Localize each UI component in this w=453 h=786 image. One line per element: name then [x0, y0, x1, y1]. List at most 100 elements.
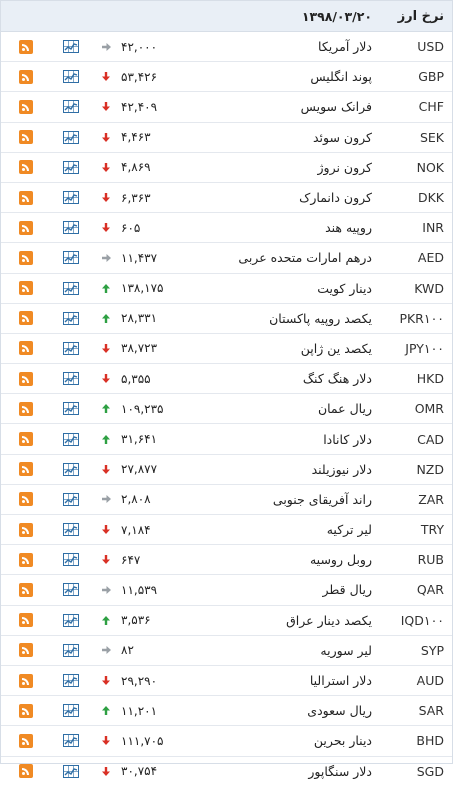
currency-code: CHF	[418, 99, 444, 115]
trend-indicator	[91, 343, 121, 353]
currency-name: لیر ترکیه	[326, 522, 372, 538]
arrow-up-icon	[102, 706, 110, 716]
rss-feed-link[interactable]	[1, 733, 51, 748]
chart-link[interactable]	[51, 674, 91, 688]
chart-link[interactable]	[51, 40, 91, 54]
rss-feed-link[interactable]	[1, 160, 51, 175]
chart-link[interactable]	[51, 341, 91, 355]
trend-indicator	[91, 72, 121, 82]
rss-feed-link[interactable]	[1, 341, 51, 356]
chart-link[interactable]	[51, 553, 91, 567]
arrow-up-icon	[102, 615, 110, 625]
arrow-down-icon	[102, 555, 110, 565]
table-row: ۷,۱۸۴ لیر ترکیه TRY	[1, 515, 452, 546]
chart-link[interactable]	[51, 492, 91, 506]
rss-feed-link[interactable]	[1, 371, 51, 386]
currency-code: AUD	[416, 673, 444, 689]
chart-link[interactable]	[51, 251, 91, 265]
trend-indicator	[91, 495, 121, 504]
chart-link[interactable]	[51, 191, 91, 205]
line-chart-icon	[63, 643, 79, 657]
rss-feed-link[interactable]	[1, 401, 51, 416]
price-value: ۷,۱۸۴	[121, 522, 151, 537]
currency-code: SYP	[420, 642, 444, 658]
currency-code: AED	[417, 250, 444, 266]
rss-feed-link[interactable]	[1, 582, 51, 597]
table-row: ۶۴۷ روبل روسیه RUB	[1, 545, 452, 576]
rss-feed-link[interactable]	[1, 643, 51, 658]
line-chart-icon	[63, 553, 79, 567]
chart-link[interactable]	[51, 613, 91, 627]
currency-name: ریال سعودی	[307, 703, 372, 719]
price-value: ۳۰,۷۵۴	[121, 764, 158, 779]
rss-feed-link[interactable]	[1, 250, 51, 265]
chart-link[interactable]	[51, 100, 91, 114]
chart-link[interactable]	[51, 583, 91, 597]
rss-icon	[19, 39, 33, 54]
rss-icon	[19, 643, 33, 658]
arrow-down-icon	[102, 132, 110, 142]
rss-icon	[19, 341, 33, 356]
chart-link[interactable]	[51, 432, 91, 446]
chart-link[interactable]	[51, 402, 91, 416]
rss-feed-link[interactable]	[1, 69, 51, 84]
currency-name: دلار سنگاپور	[308, 763, 372, 779]
chart-link[interactable]	[51, 160, 91, 174]
currency-name: یکصد ین ژاپن	[300, 340, 372, 356]
chart-link[interactable]	[51, 221, 91, 235]
chart-link[interactable]	[51, 523, 91, 537]
rss-feed-link[interactable]	[1, 432, 51, 447]
chart-link[interactable]	[51, 70, 91, 84]
rss-icon	[19, 250, 33, 265]
table-row: ۲۷,۸۷۷ دلار نیوزیلند NZD	[1, 455, 452, 485]
arrow-up-icon	[102, 404, 110, 414]
rss-feed-link[interactable]	[1, 190, 51, 205]
rss-icon	[19, 69, 33, 84]
rss-icon	[19, 764, 33, 779]
chart-link[interactable]	[51, 704, 91, 718]
table-row: ۲۸,۳۳۱ یکصد روپیه پاکستان PKR۱۰۰	[1, 304, 452, 334]
price-value: ۱۱,۴۳۷	[121, 250, 158, 265]
arrow-down-icon	[102, 464, 110, 474]
rss-feed-link[interactable]	[1, 552, 51, 567]
line-chart-icon	[63, 674, 79, 688]
line-chart-icon	[63, 341, 79, 355]
chart-link[interactable]	[51, 462, 91, 476]
currency-name: دلار کانادا	[323, 431, 372, 447]
rss-icon	[19, 160, 33, 175]
table-row: ۱۱۱,۷۰۵ دینار بحرین BHD	[1, 726, 452, 757]
rss-feed-link[interactable]	[1, 130, 51, 145]
rss-feed-link[interactable]	[1, 522, 51, 537]
rss-feed-link[interactable]	[1, 613, 51, 628]
table-row: ۶,۳۶۳ کرون دانمارک DKK	[1, 183, 452, 214]
rss-feed-link[interactable]	[1, 311, 51, 326]
rss-icon	[19, 371, 33, 386]
currency-name: کرون نروژ	[317, 159, 373, 175]
rss-feed-link[interactable]	[1, 673, 51, 688]
rss-feed-link[interactable]	[1, 764, 51, 779]
currency-name: راند آفریقای جنوبی	[272, 491, 372, 507]
rss-feed-link[interactable]	[1, 703, 51, 718]
chart-link[interactable]	[51, 130, 91, 144]
currency-code: JPY۱۰۰	[405, 340, 444, 356]
currency-name: دلار هنگ کنگ	[302, 371, 372, 387]
chart-link[interactable]	[51, 281, 91, 295]
chart-link[interactable]	[51, 311, 91, 325]
rss-icon	[19, 552, 33, 567]
chart-link[interactable]	[51, 764, 91, 778]
line-chart-icon	[63, 100, 79, 114]
price-value: ۶۰۵	[121, 220, 141, 235]
chart-link[interactable]	[51, 734, 91, 748]
currency-code: SAR	[418, 703, 444, 719]
rss-feed-link[interactable]	[1, 492, 51, 507]
price-value: ۵,۳۵۵	[121, 371, 151, 386]
currency-code: SEK	[419, 129, 444, 145]
rss-feed-link[interactable]	[1, 99, 51, 114]
chart-link[interactable]	[51, 372, 91, 386]
rss-feed-link[interactable]	[1, 281, 51, 296]
chart-link[interactable]	[51, 643, 91, 657]
rss-feed-link[interactable]	[1, 220, 51, 235]
trend-indicator	[91, 434, 121, 444]
rss-feed-link[interactable]	[1, 462, 51, 477]
rss-feed-link[interactable]	[1, 39, 51, 54]
